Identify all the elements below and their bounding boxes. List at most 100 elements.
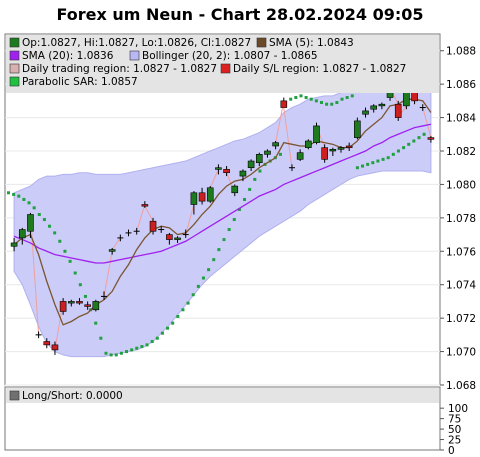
gap-line <box>136 204 146 232</box>
sar-point <box>391 152 395 156</box>
candle-body <box>378 103 386 107</box>
candle <box>239 169 247 182</box>
candle-body <box>321 147 328 160</box>
sar-point <box>335 101 339 105</box>
sar-point <box>68 259 72 263</box>
legend-sl-region: Daily S/L region: 1.0827 - 1.0827 <box>233 63 406 75</box>
candle-body <box>108 249 116 252</box>
sar-point <box>407 142 411 146</box>
candle-body <box>247 160 255 169</box>
candle <box>247 159 255 172</box>
candle-body <box>190 192 198 205</box>
sar-point <box>381 157 385 161</box>
legend-swatch-sl-region <box>220 63 231 74</box>
sar-point <box>237 208 241 211</box>
candle <box>198 187 206 205</box>
candle <box>280 97 288 108</box>
sar-point <box>309 97 313 101</box>
sar-point <box>207 268 211 272</box>
sub-y-tick-label: 100 <box>448 403 468 415</box>
sar-point <box>22 197 26 201</box>
candle <box>206 186 214 203</box>
candle <box>345 142 353 151</box>
sar-point <box>73 271 77 275</box>
sar-point <box>196 284 200 288</box>
y-tick-label: 1.078 <box>446 213 476 225</box>
legend-swatch-trading-region <box>9 63 20 74</box>
legend: Op:1.0827, Hi:1.0827, Lo:1.0826, Cl:1.08… <box>9 37 406 88</box>
sar-point <box>412 139 416 143</box>
sar-point <box>135 346 139 350</box>
candle-body <box>370 105 378 110</box>
sar-point <box>78 283 82 287</box>
sar-point <box>294 96 298 100</box>
gap-line <box>29 214 40 335</box>
sar-point <box>222 238 226 242</box>
legend-swatch-sma5 <box>256 37 267 48</box>
candle <box>149 217 157 235</box>
sar-point <box>150 340 154 344</box>
sar-point <box>232 218 236 222</box>
sar-point <box>181 308 185 312</box>
y-tick-label: 1.074 <box>446 280 476 292</box>
sar-point <box>42 218 46 222</box>
sub-y-tick-label: 50 <box>448 424 461 436</box>
legend-bollinger: Bollinger (20, 2): 1.0807 - 1.0865 <box>142 50 318 62</box>
gap-line <box>103 251 113 297</box>
sar-point <box>366 162 370 166</box>
candle-body <box>231 185 239 194</box>
candle <box>354 117 361 140</box>
sar-point <box>217 248 221 252</box>
legend-swatch-bollinger <box>129 50 140 61</box>
candle <box>272 140 279 150</box>
candle <box>215 164 222 175</box>
sar-point <box>304 96 308 100</box>
sar-point <box>258 169 262 173</box>
sma5-line <box>13 98 432 326</box>
candle <box>51 341 59 355</box>
sar-point <box>386 156 390 160</box>
sar-point <box>114 353 118 357</box>
candle <box>59 298 67 315</box>
sar-point <box>155 336 159 340</box>
gap-line <box>209 169 219 188</box>
sar-point <box>58 239 62 243</box>
sar-point <box>325 102 329 106</box>
sar-point <box>227 228 231 232</box>
sar-point <box>355 166 359 170</box>
sub-y-tick-label: 75 <box>448 414 461 426</box>
sar-point <box>248 187 252 191</box>
sar-point <box>53 231 57 235</box>
y-tick-label: 1.068 <box>446 380 476 392</box>
candle-body <box>215 167 222 170</box>
candle-body <box>313 125 320 143</box>
candle-body <box>337 147 345 150</box>
candle <box>67 299 75 307</box>
legend-swatch-ohlc <box>9 37 20 48</box>
sar-point <box>99 336 103 340</box>
sar-point <box>176 314 180 318</box>
sar-point <box>166 326 170 330</box>
sar-point <box>371 161 375 165</box>
candle <box>288 164 295 172</box>
candle-body <box>296 152 304 160</box>
sar-point <box>350 94 354 98</box>
candle-body <box>223 169 230 174</box>
sar-point <box>417 136 421 140</box>
y-tick-label: 1.086 <box>446 79 476 91</box>
candle <box>329 147 337 157</box>
candle <box>255 152 263 167</box>
candle <box>296 149 304 162</box>
sub-y-tick-label: 25 <box>448 435 461 447</box>
sar-point <box>160 331 164 335</box>
sar-point <box>289 97 293 101</box>
candle-body <box>174 237 181 240</box>
sar-point <box>191 293 195 297</box>
sar-point <box>278 152 282 156</box>
chart-title: Forex um Neun - Chart 28.02.2024 09:05 <box>56 5 423 24</box>
candle <box>35 331 42 339</box>
sar-point <box>376 159 380 163</box>
sar-point <box>109 353 113 357</box>
legend-sar: Parabolic SAR: 1.0857 <box>22 76 138 88</box>
